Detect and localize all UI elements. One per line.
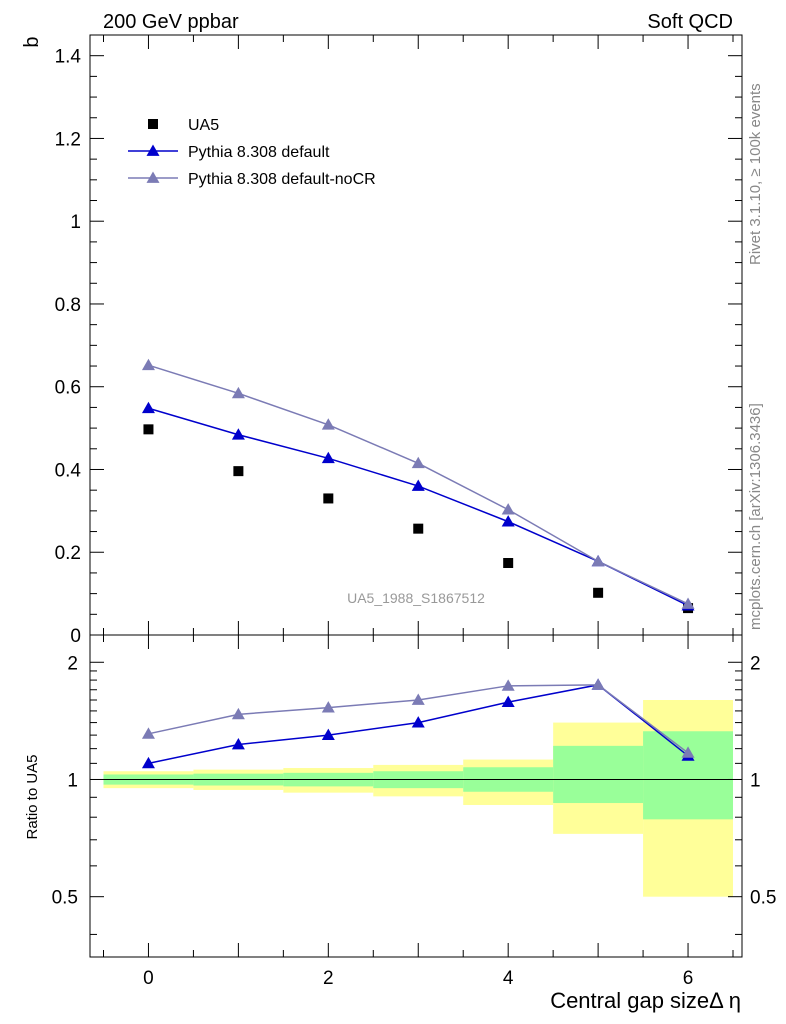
ratio-data-point [501,679,515,691]
ratio-data-point [411,693,425,705]
ratio-data-point [681,746,695,758]
ratio-y-tick-label: 0.5 [52,888,78,909]
main-data-point [411,479,425,491]
main-y-tick-label: 1.2 [55,129,81,150]
ratio-plot-panel: 0 2 4 6 0.5 0.5 1 1 2 2 Ratio to UA5 Central gap … [24,634,776,1013]
main-data-point [501,503,515,515]
ratio-data-point [231,707,245,720]
ratio-data-point [321,728,335,740]
green-uncertainty-band [643,731,734,820]
main-y-tick-label: 0.2 [55,543,81,564]
legend-label: Pythia 8.308 default [188,144,330,161]
main-data-point [323,493,334,504]
main-y-axis-label: b [21,36,43,47]
legend-marker [146,144,160,156]
ratio-data-point [231,737,245,750]
legend-label: Pythia 8.308 default-noCR [188,171,376,188]
legend-marker [146,171,160,183]
analysis-annotation: UA5_1988_S1867512 [347,590,485,606]
ratio-data-point [321,701,335,713]
main-data-point [413,523,424,534]
main-data-point [681,597,695,609]
main-axis-ticks: 0 0.2 0.4 0.6 0.8 1 1.2 1.4 [55,34,742,647]
rivet-side-label: Rivet 3.1.10, ≥ 100k events [747,83,764,265]
legend: UA5 Pythia 8.308 default Pythia 8.308 defa… [128,117,376,188]
main-data-point [591,554,605,567]
header-left-label: 200 GeV ppbar [103,11,239,33]
green-uncertainty-band [553,745,644,804]
ratio-plot-frame [89,634,743,958]
main-y-tick-label: 1.4 [55,47,82,68]
main-data-point [143,424,154,435]
ratio-y-tick-label: 1 [67,770,78,791]
ratio-data-point [591,678,605,690]
main-data-point [503,558,514,568]
ratio-x-tick-label: 0 [143,968,154,989]
legend-marker [148,119,158,129]
ratio-data-point [411,716,425,728]
main-y-tick-label: 0.4 [55,460,82,481]
main-y-tick-label: 1 [70,212,81,233]
main-y-tick-label: 0.8 [55,295,81,316]
main-series-line [148,407,689,607]
main-data-point [501,515,515,527]
ratio-y-tick-label-right: 0.5 [750,888,776,909]
ratio-x-tick-label: 4 [503,968,514,989]
main-plot-marks [141,358,695,614]
main-y-tick-label: 0 [70,626,81,647]
main-data-point [321,451,335,464]
main-plot-panel: 0 0.2 0.4 0.6 0.8 1 1.2 1.4 b UA5_1988_S1867512… [21,34,743,647]
ratio-plot-marks [90,678,742,897]
main-data-point [321,418,335,430]
main-data-point [593,587,604,598]
main-data-point [141,358,155,371]
x-axis-label: Central gap sizeΔ η [550,988,741,1013]
mcplots-side-label: mcplots.cern.ch [arXiv:1306.3436] [747,403,764,630]
main-data-point [233,466,244,477]
ratio-y-axis-label: Ratio to UA5 [24,754,41,839]
ratio-x-tick-label: 6 [683,968,694,989]
ratio-y-tick-label-right: 1 [750,770,761,791]
main-data-point [231,428,245,440]
main-data-point [141,401,155,414]
ratio-data-point [141,756,155,769]
main-y-tick-label: 0.6 [55,378,81,399]
ratio-y-tick-label: 2 [67,653,78,674]
ratio-data-point [501,695,515,708]
ratio-data-point [141,727,155,739]
header-right-label: Soft QCD [647,11,733,33]
main-data-point [411,456,425,469]
ratio-x-tick-label: 2 [323,968,334,989]
ratio-axis-ticks: 0 2 4 6 0.5 0.5 1 1 2 2 [52,635,776,989]
legend-label: UA5 [188,117,219,134]
main-data-point [231,386,245,399]
ratio-y-tick-label-right: 2 [750,653,761,674]
